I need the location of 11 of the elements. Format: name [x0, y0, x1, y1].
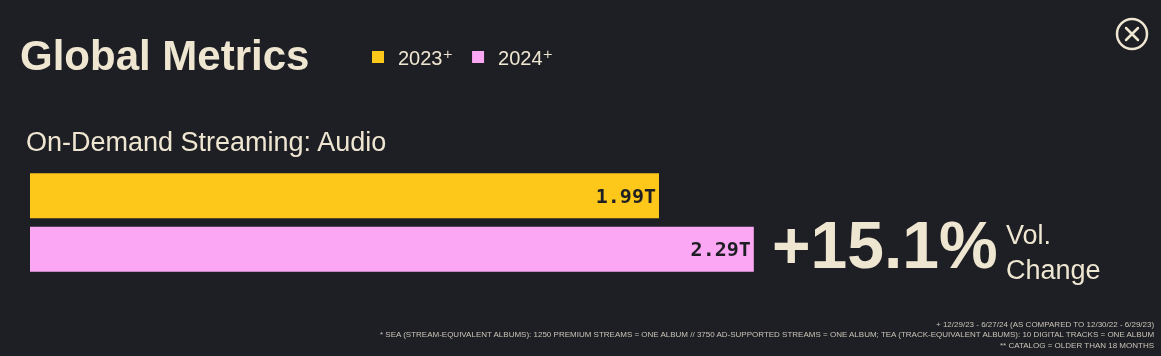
text: +15.1% — [772, 208, 998, 282]
chart-subtitle: On-Demand Streaming: Audio — [26, 127, 387, 157]
legend-label: 2024⁺ — [498, 46, 554, 69]
data-label: 1.99T — [595, 183, 656, 208]
legend-label: 2023⁺ — [398, 46, 454, 69]
text: ** CATALOG = OLDER THAN 18 MONTHS — [1000, 341, 1155, 350]
text: * SEA (STREAM-EQUIVALENT ALBUMS): 1250 PREMIUM STREAMS = ONE ALBUM // 3750 AD-SUPPORTED STREAMS = ONE ALBUM; TEA (TRACK-EQUIVALENT ALBUMS): 10 DIGITAL TRACKS = ONE ALBUM — [380, 330, 1155, 339]
chart-title: Global Metrics — [20, 32, 310, 79]
text: + 12/29/23 - 6/27/24 (AS COMPARED TO 12/30/22 - 6/29/23) — [936, 320, 1155, 329]
data-label: 2.29T — [690, 237, 751, 262]
text: Vol. Change — [1006, 220, 1101, 286]
